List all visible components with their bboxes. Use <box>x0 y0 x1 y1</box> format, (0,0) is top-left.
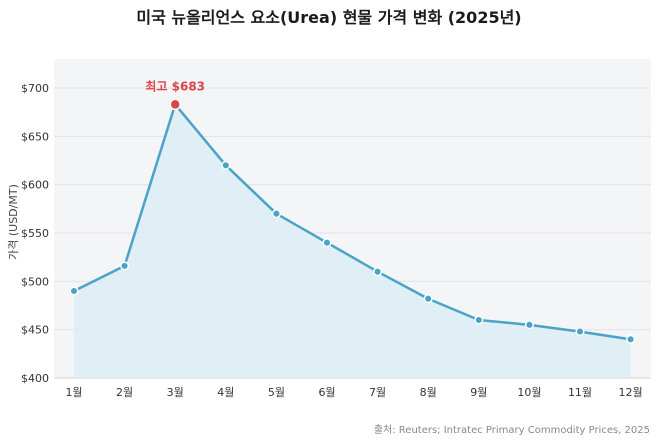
data-point <box>373 267 383 277</box>
series-line <box>73 103 631 341</box>
source-note: 출처: Reuters; Intratec Primary Commodity … <box>373 425 650 436</box>
data-point <box>626 334 636 344</box>
x-tick-label: 12월 <box>619 386 643 399</box>
x-tick-label: 8월 <box>420 386 437 399</box>
data-point <box>524 320 534 330</box>
data-point <box>69 286 79 296</box>
y-tick-label: $550 <box>21 227 49 240</box>
x-tick-label: 3월 <box>167 386 184 399</box>
x-tick-label: 1월 <box>65 386 82 399</box>
x-tick-label: 9월 <box>470 386 487 399</box>
data-point <box>221 160 231 170</box>
y-axis-label: 가격 (USD/MT) <box>7 184 20 260</box>
y-tick-label: $400 <box>21 372 49 385</box>
peak-data-point <box>169 98 181 111</box>
y-tick-label: $450 <box>21 324 49 337</box>
data-point <box>474 315 484 325</box>
data-point <box>322 238 332 248</box>
x-tick-label: 5월 <box>268 386 285 399</box>
y-tick-label: $650 <box>21 130 49 143</box>
x-tick-label: 10월 <box>517 386 541 399</box>
data-point <box>423 294 433 304</box>
data-point <box>120 261 130 271</box>
x-tick-label: 11월 <box>568 386 592 399</box>
x-tick-label: 7월 <box>369 386 386 399</box>
data-point <box>575 327 585 337</box>
y-tick-label: $500 <box>21 275 49 288</box>
x-tick-label: 6월 <box>318 386 335 399</box>
chart-title: 미국 뉴올리언스 요소(Urea) 현물 가격 변화 (2025년) <box>136 8 522 27</box>
peak-annotation: 최고 $683 <box>145 78 205 93</box>
y-tick-label: $600 <box>21 179 49 192</box>
x-tick-label: 2월 <box>116 386 133 399</box>
series-area <box>74 104 631 378</box>
data-point <box>271 209 281 219</box>
y-tick-label: $700 <box>21 82 49 95</box>
x-tick-label: 4월 <box>217 386 234 399</box>
